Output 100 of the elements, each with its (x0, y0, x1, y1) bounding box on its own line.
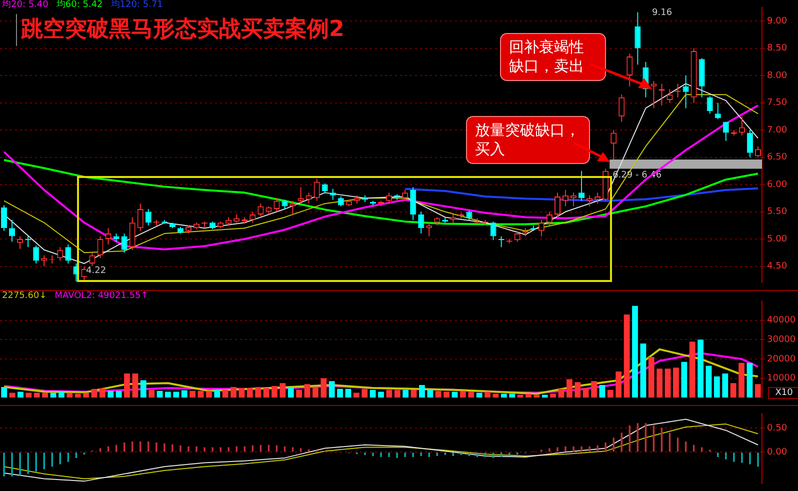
bar (754, 384, 761, 398)
y-tick-label: 30000 (767, 334, 796, 345)
y-tick-label: 6.00 (767, 180, 788, 190)
bar (74, 394, 81, 398)
annotation: 放量突破缺口，买入 (466, 116, 590, 164)
bar (370, 390, 376, 398)
bar (116, 390, 122, 398)
bar (140, 380, 146, 398)
bar (124, 373, 130, 398)
candlestick (650, 80, 657, 108)
bar (66, 392, 73, 398)
bar (394, 390, 400, 398)
bar (599, 385, 606, 398)
bar (550, 394, 556, 398)
bar (664, 368, 671, 398)
text: 均60: 5.42 (56, 0, 103, 10)
y-tick-label: 9.00 (767, 16, 788, 26)
bar (616, 372, 622, 398)
bar (435, 390, 442, 398)
bar (328, 381, 335, 398)
bar (312, 386, 318, 398)
y-tick-label: 7.00 (767, 125, 788, 136)
bar (566, 379, 572, 398)
bar (402, 390, 409, 398)
bar (509, 394, 516, 398)
bar (190, 390, 196, 398)
text: 2275.60↓ (2, 291, 47, 301)
bar (320, 378, 327, 398)
bar (706, 366, 712, 398)
bar (738, 362, 744, 398)
bar (574, 382, 581, 398)
bar (476, 392, 482, 398)
bar (632, 306, 638, 398)
bar (255, 386, 262, 398)
bar (624, 314, 630, 398)
text: 跳空突破黑马形态实战买卖案例2 (16, 14, 344, 46)
bar (337, 388, 343, 398)
bar (83, 392, 89, 398)
bar (238, 388, 245, 398)
y-tick-label: 8.00 (767, 70, 788, 81)
bar (746, 362, 753, 398)
bar (517, 394, 524, 398)
y-tick-label: 8.50 (767, 44, 788, 54)
bar (222, 390, 228, 398)
bar (246, 388, 253, 398)
bar (108, 390, 114, 398)
y-tick-label: 6.50 (767, 152, 788, 163)
bar (26, 392, 32, 398)
bar (444, 392, 450, 398)
bar (58, 392, 64, 398)
bar (591, 381, 597, 398)
bar (492, 394, 499, 398)
bar (582, 388, 589, 398)
y-tick-label: 7.50 (767, 98, 788, 108)
bar (91, 388, 98, 398)
bar (714, 376, 720, 398)
bar (526, 394, 532, 398)
bar (206, 390, 212, 398)
bar (173, 392, 180, 398)
bar (730, 383, 736, 398)
bar (607, 390, 614, 398)
text: MAVOL2: 49021.55↑ (54, 291, 148, 301)
bar (345, 388, 352, 398)
y-tick-label: 5.00 (767, 234, 788, 244)
bar (648, 357, 654, 398)
bar (484, 392, 490, 398)
bar (534, 394, 540, 398)
bar (214, 390, 220, 398)
y-tick-label: 40000 (767, 316, 796, 326)
bar (288, 386, 294, 398)
bar (419, 385, 425, 398)
bar (378, 392, 384, 398)
annotation: 回补衰竭性缺口，卖出 (500, 33, 606, 81)
bar (698, 340, 704, 398)
text: X10 (768, 387, 798, 399)
bar (542, 394, 548, 398)
y-tick-label: 20000 (767, 354, 796, 364)
y-tick-label: 4.50 (767, 262, 788, 272)
bar (640, 344, 646, 398)
bar (99, 388, 106, 398)
bar (500, 394, 507, 398)
bar (148, 390, 155, 398)
bar (386, 390, 392, 398)
bar (34, 392, 40, 398)
y-tick-label: 0.00 (767, 447, 788, 458)
bar (181, 390, 188, 398)
bar (296, 390, 302, 398)
bar (42, 392, 48, 398)
bar (353, 392, 360, 398)
bar (689, 342, 696, 398)
bar (280, 383, 286, 398)
annotation: 9.16 (652, 8, 676, 18)
y-tick-label: 10000 (767, 374, 796, 384)
bar (165, 392, 171, 398)
bar (132, 373, 138, 398)
bar (410, 390, 417, 398)
text: 均20: 5.40 (2, 0, 48, 10)
bar (656, 368, 663, 398)
bar (272, 386, 278, 398)
bar (681, 362, 688, 398)
